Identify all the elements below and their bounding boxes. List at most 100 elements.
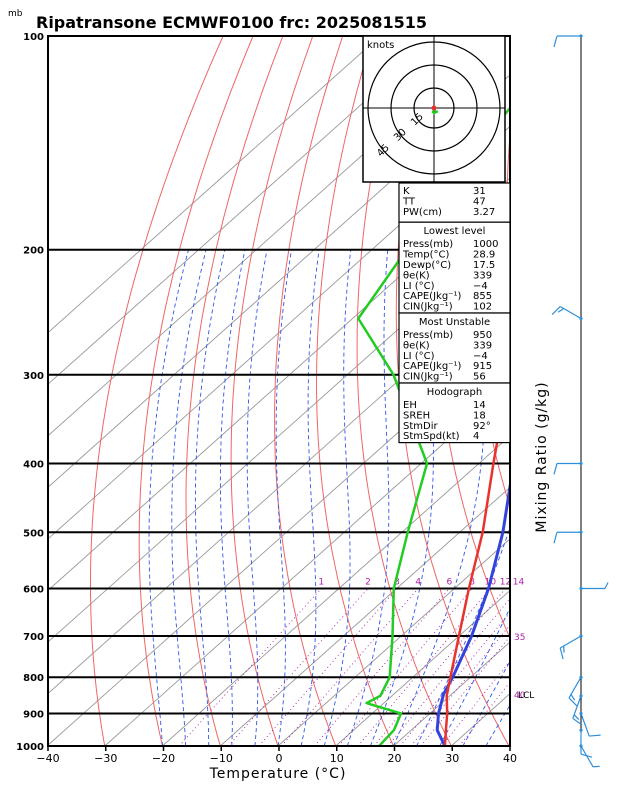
index-value: 17.5 <box>473 260 495 271</box>
isotherm--110 <box>48 36 439 385</box>
moist-adiabat-4 <box>300 249 320 746</box>
mixing-ratio-label: 3 <box>394 577 400 587</box>
wind-barb-flag-10 <box>589 734 601 737</box>
dry-adiabat--30 <box>90 36 224 746</box>
x-tick-label: 20 <box>388 752 402 765</box>
x-tick-label: 10 <box>330 752 344 765</box>
moist-adiabat-40 <box>508 743 510 746</box>
index-block <box>398 182 511 223</box>
wind-barb-flag-10 <box>559 647 564 660</box>
moist-adiabat-8 <box>323 249 352 746</box>
index-label: CIN(Jkg⁻¹) <box>403 302 453 313</box>
isotherm-0 <box>277 538 510 746</box>
index-label: LI (°C) <box>403 351 435 362</box>
dry-adiabat-20 <box>315 36 394 746</box>
index-label: CIN(Jkg⁻¹) <box>403 372 453 383</box>
isotherm--10 <box>220 486 510 746</box>
index-label: EH <box>403 400 417 411</box>
dry-adiabat-10 <box>274 36 344 746</box>
p-tick-label: 600 <box>23 584 44 595</box>
mixing-ratio-line-3 <box>258 588 398 746</box>
moist-adiabat-28 <box>439 606 510 746</box>
right-edge-label: 40 <box>514 691 526 701</box>
p-tick-label: 800 <box>23 673 44 684</box>
index-value: 92° <box>473 421 491 432</box>
isotherm--60 <box>48 228 510 643</box>
x-tick-label: −40 <box>36 752 59 765</box>
isotherm--50 <box>48 280 510 695</box>
index-label: LI (°C) <box>403 281 435 292</box>
index-block <box>398 221 511 314</box>
dewpoint-line <box>357 106 510 746</box>
index-value: 1000 <box>473 239 498 250</box>
wind-barb <box>572 694 583 726</box>
index-value: 47 <box>473 196 486 207</box>
wind-barb-flag-10 <box>551 306 561 315</box>
index-value: 339 <box>473 340 492 351</box>
wind-barb-flag-5 <box>573 714 580 720</box>
wind-barb <box>579 582 609 591</box>
p-tick-label: 1000 <box>16 742 44 753</box>
x-tick-label: 30 <box>445 752 459 765</box>
dry-adiabat-100 <box>608 36 618 746</box>
dry-adiabat-80 <box>542 36 618 746</box>
hodograph-units: knots <box>367 40 394 51</box>
x-tick-label: −30 <box>94 752 117 765</box>
chart-title: Ripatransone ECMWF0100 frc: 2025081515 <box>36 13 427 32</box>
index-label: θe(K) <box>403 340 430 351</box>
wind-barb-flag-5 <box>557 308 565 313</box>
wind-barb <box>553 461 583 475</box>
right-edge-label: 35 <box>514 633 525 643</box>
x-tick-label: 40 <box>503 752 517 765</box>
mixing-ratio-label: 1 <box>318 577 324 587</box>
index-block-header: Hodograph <box>427 387 482 398</box>
dry-adiabat--20 <box>138 36 254 746</box>
index-label: Temp(°C) <box>402 250 450 261</box>
dry-adiabat-0 <box>230 36 314 746</box>
index-value: 14 <box>473 400 486 411</box>
moist-adiabat--4 <box>246 249 268 746</box>
isotherm-10 <box>335 589 510 746</box>
index-value: 56 <box>473 372 486 383</box>
x-tick-label: −10 <box>210 752 233 765</box>
wind-barb <box>553 34 583 48</box>
index-label: θe(K) <box>403 270 430 281</box>
dry-adiabat--10 <box>185 36 284 746</box>
isotherm--20 <box>162 435 510 746</box>
moist-adiabat-0 <box>275 249 292 746</box>
wind-barb <box>559 634 583 660</box>
x-tick-label: −20 <box>152 752 175 765</box>
hodograph-ring-1 <box>390 64 478 152</box>
wind-barb-flag-10 <box>568 697 578 707</box>
hodograph-trace <box>431 108 439 115</box>
index-value: 855 <box>473 291 492 302</box>
index-value: −4 <box>473 351 488 362</box>
index-label: Press(mb) <box>403 239 453 250</box>
index-block-header: Most Unstable <box>419 317 490 328</box>
isotherm--70 <box>48 177 510 591</box>
temperature-line <box>443 311 510 746</box>
wind-barb-flag-10 <box>553 35 558 48</box>
wind-barb <box>568 675 583 707</box>
isotherm--120 <box>48 36 381 334</box>
wind-barb <box>579 744 600 768</box>
mixing-ratio-label: 2 <box>365 577 371 587</box>
dry-adiabat-40 <box>395 36 510 746</box>
index-label: Dewp(°C) <box>403 260 451 271</box>
wind-barb <box>551 306 583 321</box>
wind-barb-flag-5 <box>604 582 609 589</box>
index-label: CAPE(Jkg⁻¹) <box>403 291 461 302</box>
index-value: 3.27 <box>473 207 495 218</box>
index-block <box>398 382 511 444</box>
index-value: 915 <box>473 361 492 372</box>
p-tick-label: 900 <box>23 710 44 721</box>
index-value: 4 <box>473 431 479 442</box>
index-value: 102 <box>473 302 492 313</box>
index-label: PW(cm) <box>403 207 442 218</box>
wind-barb-flag-10 <box>572 717 583 726</box>
p-tick-label: 200 <box>23 246 44 257</box>
moist-adiabat--20 <box>148 249 189 746</box>
profiles <box>357 106 510 746</box>
wind-barb-shaft <box>580 745 594 768</box>
index-block-header: Lowest level <box>424 226 486 237</box>
